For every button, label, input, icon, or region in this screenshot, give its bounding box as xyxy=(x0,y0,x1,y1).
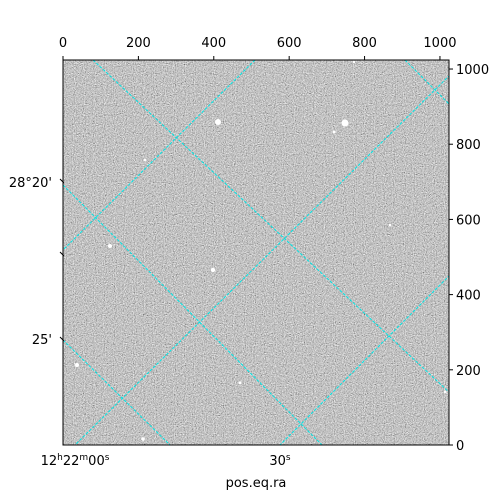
x-tick-label: 200 xyxy=(126,36,151,51)
dec-tick-label: 25' xyxy=(32,333,52,348)
ra-tick-part: h xyxy=(57,453,63,463)
y-tick-label: 0 xyxy=(456,439,464,454)
frame-tick xyxy=(59,251,65,257)
frame-tick xyxy=(59,178,65,184)
x-tick-label: 800 xyxy=(352,36,377,51)
grid-line xyxy=(404,60,449,105)
grid-line xyxy=(92,60,449,393)
y-tick-label: 1000 xyxy=(456,63,489,78)
frame xyxy=(62,59,450,446)
frame-tick xyxy=(59,336,65,342)
ra-tick-part: 12 xyxy=(41,454,58,469)
y-tick-label: 400 xyxy=(456,289,481,304)
grid-line xyxy=(63,184,323,445)
ra-tick-label: 30s xyxy=(269,453,291,469)
x-tick-label: 400 xyxy=(201,36,226,51)
x-axis-label: pos.eq.ra xyxy=(226,476,287,491)
ra-tick-part: 30 xyxy=(269,454,286,469)
ra-tick-label: 12h22m00s xyxy=(41,453,110,469)
x-tick-label: 1000 xyxy=(423,36,456,51)
x-tick-label: 600 xyxy=(277,36,302,51)
ra-tick-part: s xyxy=(105,453,110,463)
ra-tick-part: m xyxy=(79,453,88,463)
coordinate-grid xyxy=(63,60,449,445)
ra-tick-part: s xyxy=(286,453,291,463)
grid-line xyxy=(74,75,449,445)
dec-tick-label: 28°20' xyxy=(9,176,52,191)
grid-line xyxy=(63,60,256,251)
x-tick-label: 0 xyxy=(59,36,67,51)
ra-tick-part: 00 xyxy=(88,454,105,469)
y-tick-label: 200 xyxy=(456,364,481,379)
grid-line xyxy=(279,275,449,445)
ra-tick-part: 22 xyxy=(63,454,80,469)
y-tick-label: 600 xyxy=(456,213,481,228)
y-tick-label: 800 xyxy=(456,138,481,153)
sky-image xyxy=(63,60,449,445)
stars xyxy=(75,60,447,441)
grid-line xyxy=(63,339,171,445)
